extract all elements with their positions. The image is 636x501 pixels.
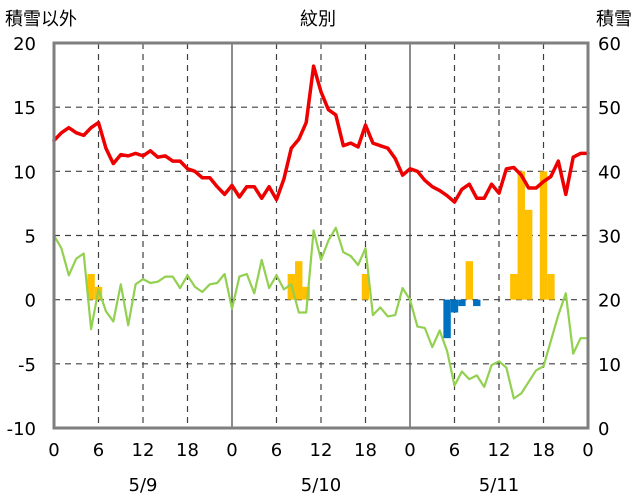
left-tick-label: 15 — [13, 98, 36, 119]
date-label: 5/11 — [479, 475, 519, 496]
right-tick-label: 10 — [598, 355, 621, 376]
bar — [465, 261, 474, 300]
left-tick-label: -10 — [7, 419, 36, 440]
x-tick-label: 12 — [488, 440, 511, 461]
right-tick-label: 30 — [598, 227, 621, 248]
left-tick-label: 20 — [13, 34, 36, 55]
right-axis-label: 積雪 — [596, 9, 632, 30]
left-y-axis: 20 15 10 5 0 -5 -10 — [7, 34, 36, 440]
x-tick-label: 0 — [404, 440, 415, 461]
right-tick-label: 40 — [598, 162, 621, 183]
bar — [473, 299, 481, 307]
x-axis-ticks: 0 6 12 18 0 6 12 18 0 6 12 18 0 — [48, 440, 593, 461]
bar — [450, 299, 459, 313]
date-label: 5/10 — [301, 475, 341, 496]
left-tick-label: -5 — [18, 355, 36, 376]
series-line — [52, 226, 590, 400]
bar — [517, 171, 525, 300]
x-tick-label: 12 — [310, 440, 333, 461]
x-tick-label: 0 — [48, 440, 59, 461]
left-tick-label: 10 — [13, 162, 36, 183]
x-tick-label: 6 — [271, 440, 282, 461]
x-tick-label: 12 — [132, 440, 155, 461]
date-labels: 5/9 5/10 5/11 — [129, 475, 520, 496]
series-line — [52, 64, 590, 204]
bar — [87, 274, 95, 300]
date-label: 5/9 — [129, 475, 158, 496]
right-tick-label: 50 — [598, 98, 621, 119]
right-y-axis: 60 50 40 30 20 10 0 — [598, 34, 621, 440]
chart-title: 紋別 — [300, 9, 336, 30]
grid-lines — [54, 43, 588, 428]
bar — [458, 299, 466, 307]
right-tick-label: 60 — [598, 34, 621, 55]
right-tick-label: 0 — [598, 419, 609, 440]
left-tick-label: 5 — [25, 227, 36, 248]
left-tick-label: 0 — [25, 291, 36, 312]
bar — [443, 299, 451, 339]
right-tick-label: 20 — [598, 291, 621, 312]
bar — [361, 274, 370, 300]
bar — [524, 209, 533, 300]
x-tick-label: 18 — [176, 440, 199, 461]
bar — [539, 171, 548, 300]
x-tick-label: 18 — [354, 440, 377, 461]
x-tick-label: 0 — [582, 440, 593, 461]
left-axis-label: 積雪以外 — [5, 9, 77, 30]
x-tick-label: 6 — [93, 440, 104, 461]
x-tick-label: 18 — [532, 440, 555, 461]
bar — [547, 274, 555, 300]
x-tick-label: 0 — [226, 440, 237, 461]
x-tick-label: 6 — [449, 440, 460, 461]
plot-frame — [52, 41, 590, 430]
bar — [510, 274, 518, 300]
bar — [295, 261, 303, 300]
bar — [302, 286, 310, 300]
